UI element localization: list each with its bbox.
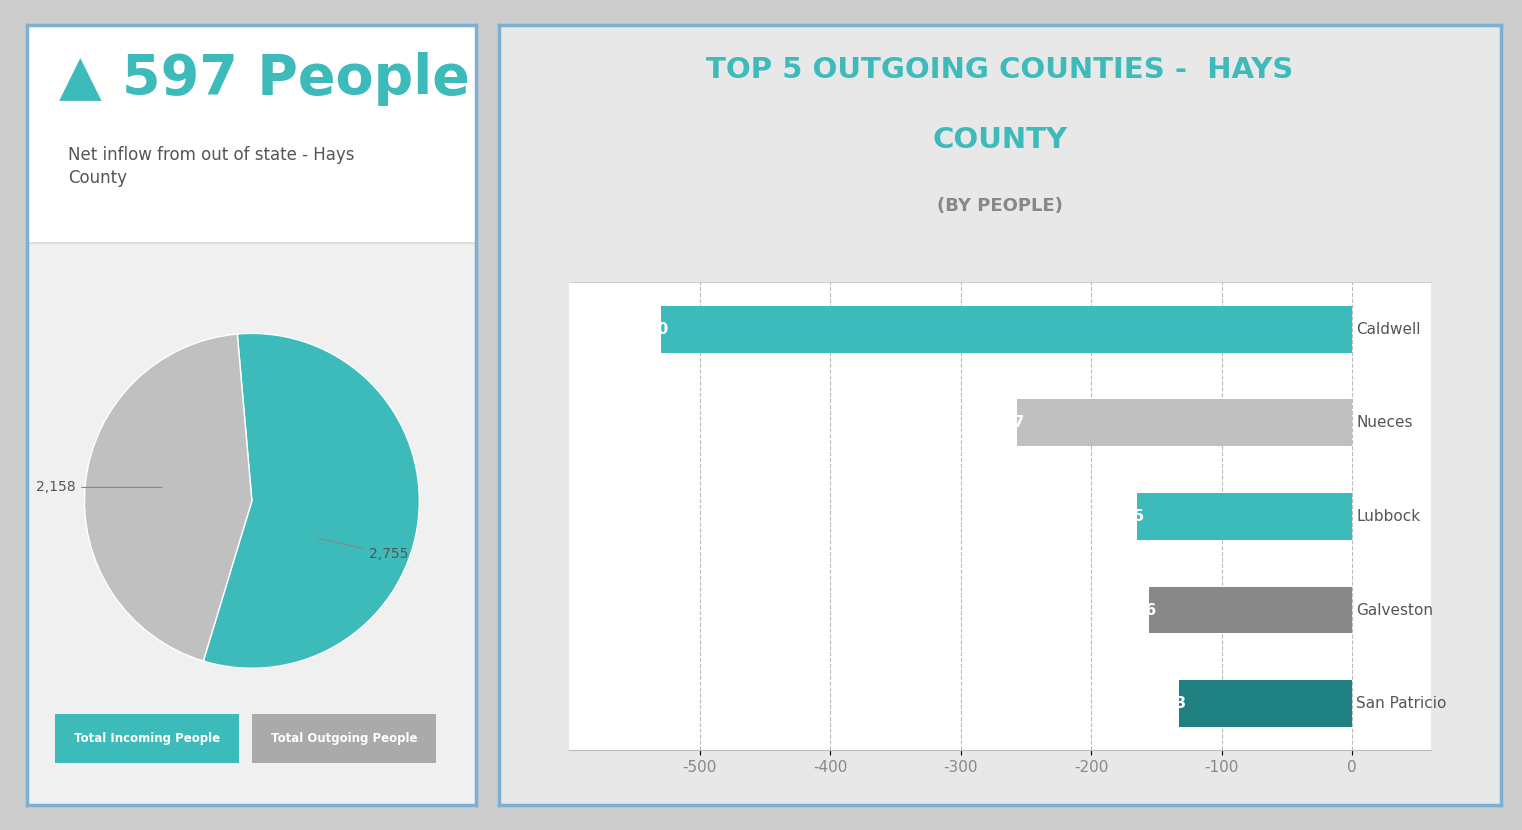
Bar [1178, 681, 1352, 727]
Bar [27, 243, 476, 805]
Text: Lubbock: Lubbock [1356, 509, 1420, 524]
FancyBboxPatch shape [251, 714, 435, 764]
Text: -165: -165 [1106, 509, 1145, 524]
Text: ▲: ▲ [59, 52, 102, 106]
Text: -156: -156 [1119, 603, 1157, 618]
Text: Nueces: Nueces [1356, 415, 1412, 430]
Bar [1149, 587, 1352, 633]
Bar [1017, 399, 1352, 447]
Text: San Patricio: San Patricio [1356, 696, 1446, 711]
Text: Galveston: Galveston [1356, 603, 1434, 618]
Text: Net inflow from out of state - Hays
County: Net inflow from out of state - Hays Coun… [68, 146, 355, 188]
FancyBboxPatch shape [55, 714, 239, 764]
Text: TOP 5 OUTGOING COUNTIES -  HAYS: TOP 5 OUTGOING COUNTIES - HAYS [706, 56, 1294, 84]
Text: 597 People: 597 People [122, 52, 470, 106]
Text: -530: -530 [630, 322, 668, 337]
Text: -257: -257 [986, 415, 1024, 430]
Wedge shape [204, 334, 419, 668]
Text: Total Incoming People: Total Incoming People [75, 732, 221, 745]
Text: (BY PEOPLE): (BY PEOPLE) [938, 197, 1062, 214]
Wedge shape [85, 334, 251, 661]
Text: 2,755: 2,755 [318, 539, 408, 561]
Text: Caldwell: Caldwell [1356, 322, 1420, 337]
Text: COUNTY: COUNTY [933, 126, 1067, 154]
Bar [661, 305, 1352, 353]
Text: -133: -133 [1149, 696, 1187, 711]
Bar [1137, 493, 1352, 540]
Text: 2,158: 2,158 [37, 481, 161, 495]
Text: Total Outgoing People: Total Outgoing People [271, 732, 417, 745]
